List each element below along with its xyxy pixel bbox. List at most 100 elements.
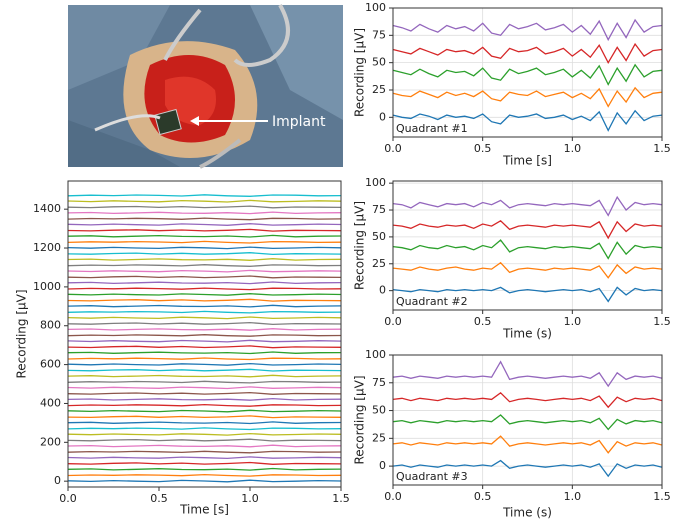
trace (67, 252, 342, 256)
trace (67, 275, 342, 279)
trace (67, 334, 342, 337)
retractor (94, 114, 161, 132)
trace (67, 461, 342, 465)
trace (392, 86, 663, 108)
trace (67, 397, 342, 401)
x-tick-label: 0.5 (474, 490, 492, 503)
plot-frame (392, 7, 663, 138)
trace (392, 18, 663, 42)
trace (67, 339, 342, 343)
y-axis-label: Recording [μV] (353, 201, 367, 290)
trace (67, 415, 342, 419)
x-tick-label: 1.0 (564, 142, 582, 155)
x-axis-label: Time [s] (502, 154, 552, 168)
trace (67, 321, 342, 326)
trace (67, 450, 342, 454)
trace (67, 293, 342, 296)
retractor (233, 4, 290, 67)
trace (67, 304, 342, 308)
y-tick-label: 25 (372, 257, 386, 270)
trace (67, 391, 342, 395)
trace (67, 479, 342, 483)
plot-frame (392, 180, 663, 311)
trace (67, 316, 342, 320)
trace (67, 467, 342, 471)
trace (67, 223, 342, 226)
y-tick-label: 75 (372, 28, 386, 41)
y-tick-label: 800 (40, 319, 61, 332)
trace (67, 473, 342, 477)
y-tick-label: 50 (372, 404, 386, 417)
trace (67, 374, 342, 378)
x-tick-label: 1.5 (653, 142, 671, 155)
y-tick-label: 25 (372, 431, 386, 444)
y-tick-label: 0 (379, 459, 386, 472)
trace (67, 281, 342, 285)
y-axis-label: Recording [μV] (353, 28, 367, 117)
implant (154, 108, 182, 136)
drape (68, 120, 180, 167)
trace (67, 228, 342, 232)
trace (67, 199, 342, 203)
trace (67, 432, 342, 436)
trace (67, 357, 342, 361)
x-tick-label: 0.0 (384, 490, 402, 503)
x-axis-label: Time (s) (502, 506, 552, 520)
x-axis-label: Time [s] (179, 503, 229, 517)
y-tick-label: 1000 (33, 280, 61, 293)
annotation: Quadrant #1 (396, 122, 468, 135)
trace (67, 258, 342, 261)
y-tick-label: 50 (372, 56, 386, 69)
trace (392, 42, 663, 65)
trace (67, 287, 342, 291)
plot-frame (67, 180, 342, 488)
trace (392, 414, 663, 431)
trace (392, 459, 663, 478)
trace (67, 264, 342, 267)
trace (67, 269, 342, 273)
x-tick-label: 1.5 (332, 492, 350, 505)
trace (67, 194, 342, 197)
y-axis-label: Recording [μV] (353, 375, 367, 464)
y-tick-label: 25 (372, 83, 386, 96)
x-tick-label: 0.5 (474, 142, 492, 155)
y-tick-label: 0 (54, 474, 61, 487)
trace (392, 195, 663, 217)
drape (68, 5, 170, 90)
trace (67, 211, 342, 215)
trace (67, 380, 342, 384)
trace (67, 217, 342, 221)
x-tick-label: 0.0 (384, 315, 402, 328)
x-tick-label: 1.5 (653, 315, 671, 328)
trace (67, 444, 342, 448)
x-axis-label: Time (s) (502, 327, 552, 341)
x-tick-label: 1.5 (653, 490, 671, 503)
trace (67, 403, 342, 407)
trace (67, 456, 342, 460)
y-tick-label: 1400 (33, 202, 61, 215)
implant-label: Implant (272, 114, 326, 130)
trace (67, 205, 342, 209)
trace (67, 345, 342, 349)
tissue (165, 76, 216, 125)
y-tick-label: 0 (379, 110, 386, 123)
y-tick-label: 75 (372, 376, 386, 389)
trace (67, 368, 342, 372)
surgical-photo: Implant (68, 4, 343, 169)
trace (392, 109, 663, 132)
y-tick-label: 100 (365, 176, 386, 189)
trace (392, 286, 663, 303)
retractor (199, 138, 242, 169)
y-tick-label: 100 (365, 1, 386, 14)
trace (392, 219, 663, 240)
y-tick-label: 400 (40, 396, 61, 409)
x-tick-label: 1.0 (241, 492, 259, 505)
trace (67, 421, 342, 425)
arrow-head (190, 116, 199, 126)
y-tick-label: 75 (372, 203, 386, 216)
x-tick-label: 0.5 (474, 315, 492, 328)
trace (392, 360, 663, 388)
trace (67, 234, 342, 238)
drape (250, 5, 343, 120)
